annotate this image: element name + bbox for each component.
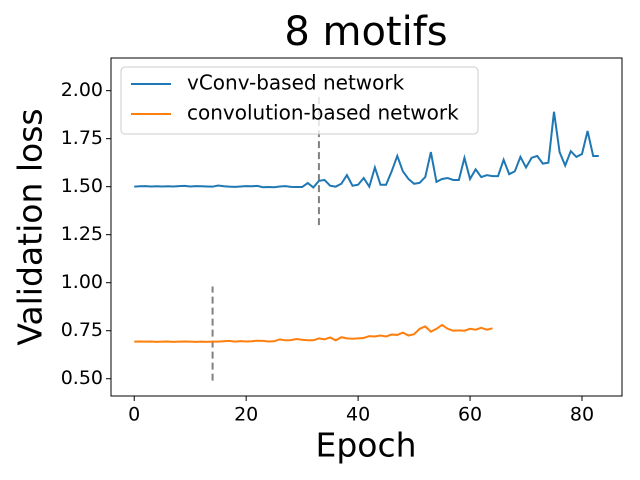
legend-label: convolution-based network xyxy=(187,101,459,125)
legend-label: vConv-based network xyxy=(187,71,405,95)
y-axis-label: Validation loss xyxy=(11,108,50,345)
x-tick-label: 40 xyxy=(346,404,370,426)
y-tick-label: 0.50 xyxy=(61,367,103,389)
y-tick-label: 2.00 xyxy=(61,79,103,101)
chart-title: 8 motifs xyxy=(284,9,447,55)
x-tick-label: 0 xyxy=(128,404,140,426)
y-tick-label: 1.00 xyxy=(61,271,103,293)
y-tick-label: 1.25 xyxy=(61,223,103,245)
legend-box xyxy=(120,66,479,135)
data-line xyxy=(134,323,493,343)
legend: vConv-based network convolution-based net… xyxy=(120,66,479,135)
y-tick-label: 1.50 xyxy=(61,175,103,197)
y-tick-label: 1.75 xyxy=(61,127,103,149)
x-tick-label: 60 xyxy=(458,404,482,426)
x-tick-label: 80 xyxy=(570,404,594,426)
data-line xyxy=(134,111,599,190)
x-axis-label: Epoch xyxy=(315,426,416,465)
x-tick-label: 20 xyxy=(234,404,258,426)
y-tick-label: 0.75 xyxy=(61,319,103,341)
axes-frame xyxy=(110,57,623,397)
